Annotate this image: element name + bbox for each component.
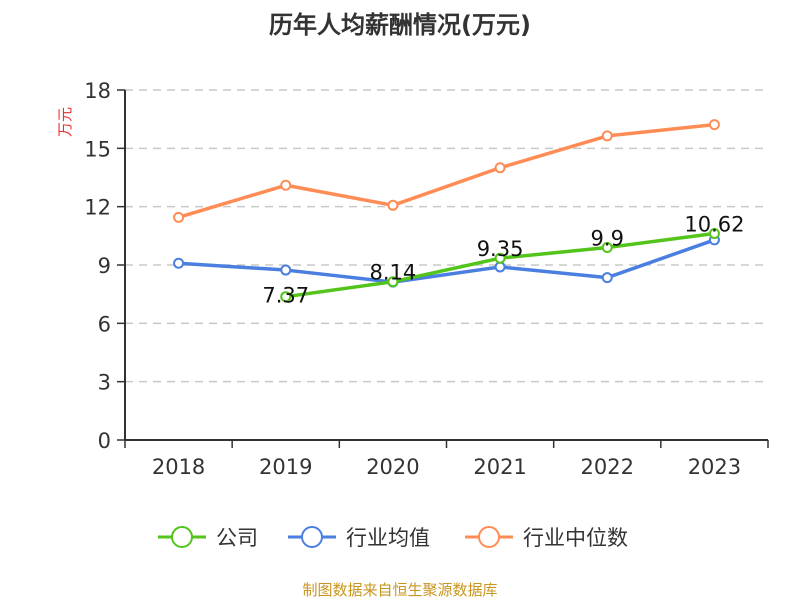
data-label: 9.35 [477,237,524,261]
y-tick-label: 6 [98,312,111,336]
data-label: 10.62 [684,213,744,237]
data-point [173,211,185,223]
data-point [494,261,506,273]
y-axis-label: 万元 [56,107,74,137]
data-point [601,130,613,142]
data-point [601,272,613,284]
data-point [601,242,613,253]
data-point [173,257,185,269]
y-tick-label: 9 [98,254,111,278]
series-line [178,238,715,284]
data-point [280,291,292,303]
legend-marker [478,526,500,548]
data-label: 9.9 [591,227,624,251]
data-point [387,276,399,288]
x-tick-label: 2019 [259,455,312,479]
x-tick-label: 2018 [152,455,205,479]
y-tick-label: 3 [98,371,111,395]
y-tick-label: 0 [98,429,111,453]
data-point [280,179,292,191]
data-point [387,199,399,211]
data-label: 8.14 [370,261,417,285]
legend-label: 行业均值 [346,526,430,550]
x-tick-label: 2020 [366,455,419,479]
x-tick-label: 2022 [581,455,634,479]
source-footer: 制图数据来自恒生聚源数据库 [302,581,497,599]
data-point [708,228,720,239]
legend-item[interactable]: 公司 [158,526,258,550]
chart-title: 历年人均薪酬情况(万元) [269,11,531,39]
data-point [708,119,720,131]
legend-label: 行业中位数 [523,526,628,550]
legend-marker [171,526,193,548]
legend-label: 公司 [216,526,258,550]
legend-marker [301,526,323,548]
legend-item[interactable]: 行业中位数 [465,526,628,550]
y-tick-label: 15 [84,137,111,161]
y-tick-label: 18 [84,79,111,103]
data-point [494,162,506,174]
series-line [178,122,715,220]
data-point [280,264,292,276]
data-point [494,252,506,264]
x-tick-label: 2021 [473,455,526,479]
y-tick-label: 12 [84,196,111,220]
x-tick-label: 2023 [688,455,741,479]
legend-item[interactable]: 行业均值 [288,526,430,550]
data-label: 7.37 [262,284,309,308]
